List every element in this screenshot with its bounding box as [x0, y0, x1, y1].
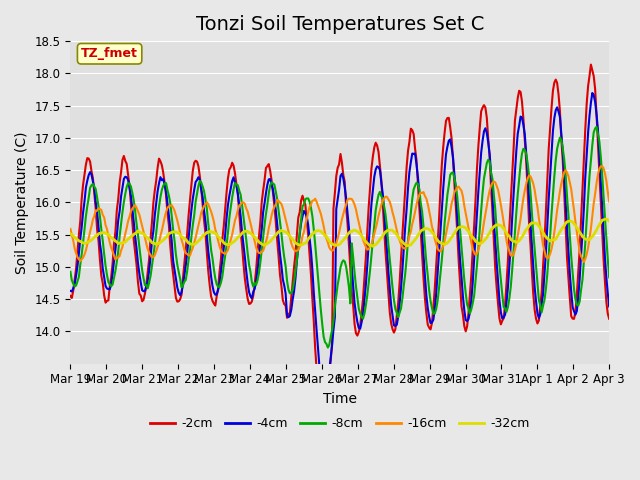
-8cm — [532, 264, 540, 270]
-8cm — [324, 345, 332, 350]
-2cm — [604, 311, 612, 317]
-8cm — [604, 256, 612, 262]
-2cm — [85, 156, 93, 161]
Line: -8cm: -8cm — [70, 127, 609, 348]
-16cm — [598, 163, 606, 169]
-32cm — [605, 218, 613, 224]
-32cm — [532, 220, 540, 226]
-2cm — [587, 62, 595, 68]
-8cm — [102, 263, 109, 269]
-32cm — [344, 232, 351, 238]
-8cm — [452, 183, 460, 189]
Legend: -2cm, -4cm, -8cm, -16cm, -32cm: -2cm, -4cm, -8cm, -16cm, -32cm — [145, 412, 534, 435]
-16cm — [67, 226, 74, 232]
Text: TZ_fmet: TZ_fmet — [81, 47, 138, 60]
-16cm — [605, 199, 613, 204]
-2cm — [345, 242, 353, 248]
-16cm — [102, 222, 109, 228]
-32cm — [85, 239, 93, 244]
-4cm — [605, 303, 613, 309]
-4cm — [85, 172, 93, 178]
-32cm — [102, 230, 109, 236]
Line: -4cm: -4cm — [70, 93, 609, 392]
Y-axis label: Soil Temperature (C): Soil Temperature (C) — [15, 131, 29, 274]
-8cm — [345, 284, 353, 290]
-2cm — [67, 293, 74, 299]
-4cm — [345, 225, 353, 231]
-16cm — [531, 187, 538, 193]
-32cm — [602, 216, 610, 222]
-16cm — [451, 189, 458, 195]
-2cm — [320, 414, 328, 420]
-16cm — [85, 235, 93, 241]
Line: -2cm: -2cm — [70, 65, 609, 417]
-8cm — [605, 275, 613, 280]
-8cm — [67, 269, 74, 275]
-4cm — [452, 188, 460, 193]
-2cm — [532, 316, 540, 322]
-16cm — [344, 197, 351, 203]
-4cm — [588, 90, 596, 96]
Line: -32cm: -32cm — [70, 219, 609, 246]
-4cm — [321, 389, 329, 395]
-2cm — [605, 316, 613, 322]
-4cm — [67, 288, 74, 294]
-4cm — [102, 283, 109, 289]
-32cm — [452, 228, 460, 234]
-32cm — [604, 217, 612, 223]
-16cm — [580, 259, 588, 265]
-2cm — [102, 300, 109, 306]
-32cm — [369, 243, 377, 249]
Line: -16cm: -16cm — [70, 166, 609, 262]
-4cm — [532, 299, 540, 304]
-4cm — [604, 290, 612, 296]
-32cm — [67, 231, 74, 237]
-2cm — [452, 204, 460, 210]
-8cm — [593, 124, 600, 130]
Title: Tonzi Soil Temperatures Set C: Tonzi Soil Temperatures Set C — [196, 15, 484, 34]
-8cm — [85, 195, 93, 201]
-16cm — [604, 189, 612, 195]
X-axis label: Time: Time — [323, 392, 356, 406]
